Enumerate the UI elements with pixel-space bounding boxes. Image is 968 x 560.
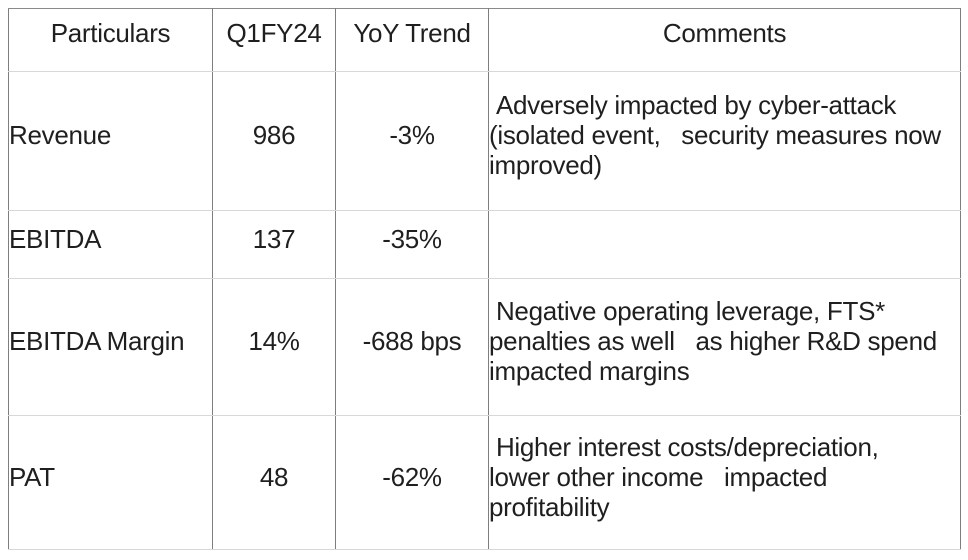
cell-revenue-yoy: -3% [335, 71, 489, 211]
cell-revenue-label: Revenue [8, 71, 213, 211]
cell-pat-yoy: -62% [335, 415, 489, 550]
cell-ebitda-margin-comments: Negative operating leverage, FTS* penalt… [488, 278, 961, 416]
table-body: Revenue 986 -3% Adversely impacted by cy… [8, 71, 961, 550]
cell-ebitda-margin-q1fy24: 14% [212, 278, 336, 416]
table-row-ebitda-margin: EBITDA Margin 14% -688 bps Negative oper… [8, 278, 961, 416]
col-header-comments: Comments [488, 8, 961, 72]
results-table: Particulars Q1FY24 YoY Trend Comments Re… [8, 8, 961, 550]
cell-ebitda-label: EBITDA [8, 210, 213, 279]
table-row-revenue: Revenue 986 -3% Adversely impacted by cy… [8, 71, 961, 211]
col-header-q1fy24: Q1FY24 [212, 8, 336, 72]
cell-ebitda-comments [488, 210, 961, 279]
cell-ebitda-q1fy24: 137 [212, 210, 336, 279]
cell-revenue-comments: Adversely impacted by cyber-attack (isol… [488, 71, 961, 211]
cell-revenue-q1fy24: 986 [212, 71, 336, 211]
table-header: Particulars Q1FY24 YoY Trend Comments [8, 8, 961, 72]
cell-pat-comments: Higher interest costs/depreciation, lowe… [488, 415, 961, 550]
cell-ebitda-margin-label: EBITDA Margin [8, 278, 213, 416]
col-header-particulars: Particulars [8, 8, 213, 72]
cell-pat-q1fy24: 48 [212, 415, 336, 550]
cell-ebitda-yoy: -35% [335, 210, 489, 279]
cell-ebitda-margin-yoy: -688 bps [335, 278, 489, 416]
table-row-ebitda: EBITDA 137 -35% [8, 210, 961, 279]
table-row-pat: PAT 48 -62% Higher interest costs/deprec… [8, 415, 961, 550]
cell-pat-label: PAT [8, 415, 213, 550]
results-table-container: Particulars Q1FY24 YoY Trend Comments Re… [8, 8, 961, 550]
header-row: Particulars Q1FY24 YoY Trend Comments [8, 8, 961, 72]
col-header-yoy-trend: YoY Trend [335, 8, 489, 72]
